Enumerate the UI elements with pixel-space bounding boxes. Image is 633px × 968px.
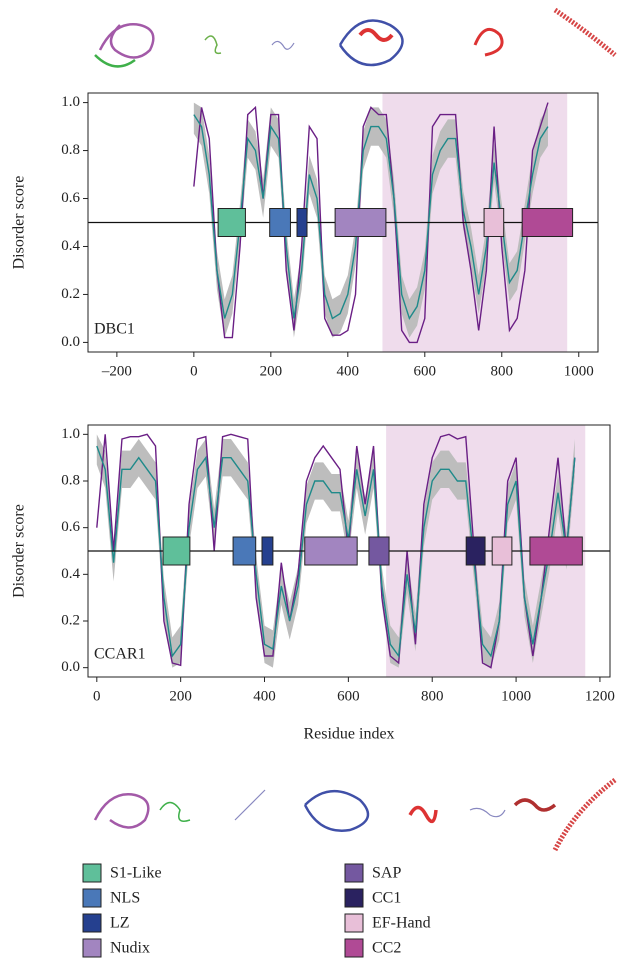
- legend-swatch: [344, 888, 364, 908]
- legend-label: SAP: [372, 865, 401, 882]
- x-axis-label: Residue index: [303, 726, 394, 743]
- x-tick-label: 1000: [501, 688, 531, 704]
- domain-box: [269, 208, 291, 237]
- x-tick-label: 0: [190, 363, 198, 379]
- domain-box: [368, 536, 390, 566]
- domain-box: [232, 536, 257, 566]
- domain-box: [491, 536, 513, 566]
- domain-box: [529, 536, 583, 566]
- y-tick-label: 0.0: [61, 659, 80, 675]
- y-tick-label: 0.6: [61, 190, 80, 206]
- domain-box: [261, 536, 274, 566]
- legend-swatch: [344, 863, 364, 883]
- plots: –200 0 200 400 600 800 1000 0.0 0.2 0.4 0.6 0.8 1.0 D…: [11, 92, 615, 743]
- domain-box: [162, 536, 191, 566]
- domain-box: [465, 536, 486, 566]
- panel-label: CCAR1: [94, 646, 146, 663]
- domain-box: [296, 208, 308, 237]
- y-tick-label: 0.2: [61, 612, 80, 628]
- y-tick-label: 0.0: [61, 334, 80, 350]
- y-tick-label: 0.4: [61, 566, 80, 582]
- structure-icons-top: [94, 7, 617, 68]
- y-tick-label: 0.8: [61, 472, 80, 488]
- x-tick-label: 200: [169, 688, 192, 704]
- chart-panel: 0 200 400 600 800 1000 1200 0.0 0.2 0.4 0.6 0.8 1.0 D…: [11, 424, 615, 743]
- x-tick-label: 600: [414, 363, 437, 379]
- legend-label: NLS: [110, 890, 140, 907]
- y-tick-label: 0.8: [61, 142, 80, 158]
- x-tick-label: 200: [260, 363, 283, 379]
- y-tick-label: 1.0: [61, 94, 80, 110]
- domain-box: [521, 208, 574, 237]
- y-tick-label: 0.2: [61, 286, 80, 302]
- domain-box: [334, 208, 387, 237]
- disorder-line: [96, 445, 576, 658]
- legend-swatch: [82, 888, 102, 908]
- legend: S1-Like NLS LZ Nudix SAP CC1 EF-Hand CC2: [82, 863, 431, 958]
- y-tick-label: 0.6: [61, 519, 80, 535]
- legend-swatch: [344, 938, 364, 958]
- legend-swatch: [82, 913, 102, 933]
- legend-label: EF-Hand: [372, 915, 431, 932]
- legend-label: CC2: [372, 940, 401, 957]
- x-tick-label: 600: [337, 688, 360, 704]
- y-axis-label: Disorder score: [11, 504, 28, 598]
- legend-swatch: [344, 913, 364, 933]
- disorder-line: [96, 433, 576, 669]
- chart-panel: –200 0 200 400 600 800 1000 0.0 0.2 0.4 0.6 0.8 1.0 D…: [11, 92, 599, 379]
- panel-label: DBC1: [94, 321, 135, 338]
- legend-label: LZ: [110, 915, 130, 932]
- x-tick-label: 1200: [585, 688, 615, 704]
- x-tick-label: 400: [253, 688, 276, 704]
- y-axis-label: Disorder score: [11, 176, 28, 270]
- y-tick-label: 0.4: [61, 238, 80, 254]
- legend-swatch: [82, 938, 102, 958]
- x-tick-label: 1000: [564, 363, 594, 379]
- plot-frame: [87, 92, 599, 353]
- uncertainty-band: [96, 434, 575, 668]
- structure-icons-bottom: [93, 778, 617, 852]
- legend-label: CC1: [372, 890, 401, 907]
- plot-frame: [87, 424, 611, 678]
- domain-box: [304, 536, 358, 566]
- legend-label: Nudix: [110, 940, 150, 957]
- x-tick-label: 800: [421, 688, 444, 704]
- legend-label: S1-Like: [110, 865, 162, 882]
- x-tick-label: 400: [337, 363, 360, 379]
- x-tick-label: –200: [101, 363, 132, 379]
- x-tick-label: 0: [93, 688, 101, 704]
- domain-box: [217, 208, 246, 237]
- domain-box: [483, 208, 505, 237]
- y-tick-label: 1.0: [61, 426, 80, 442]
- legend-swatch: [82, 863, 102, 883]
- x-tick-label: 800: [491, 363, 514, 379]
